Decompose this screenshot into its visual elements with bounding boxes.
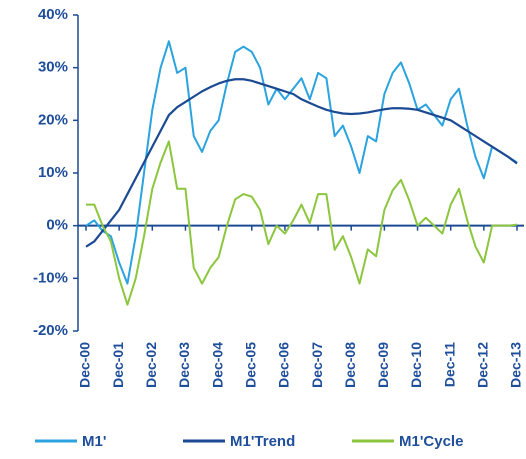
y-tick-label: 20% (38, 111, 68, 128)
x-tick-label: Dec-03 (176, 342, 192, 388)
x-tick-label: Dec-09 (375, 342, 391, 388)
x-tick-label: Dec-00 (77, 342, 93, 388)
y-tick-label: 30% (38, 59, 68, 76)
y-tick-label: 40% (38, 6, 68, 23)
legend-label: M1'Trend (230, 433, 295, 450)
legend-label: M1' (82, 433, 106, 450)
x-tick-label: Dec-13 (508, 342, 524, 388)
y-tick-label: -20% (33, 322, 68, 339)
x-tick-label: Dec-07 (309, 342, 325, 388)
x-tick-label: Dec-08 (342, 342, 358, 388)
x-tick-label: Dec-12 (475, 342, 491, 388)
y-tick-label: 0% (46, 217, 68, 234)
x-tick-label: Dec-05 (242, 342, 258, 388)
x-tick-label: Dec-01 (110, 342, 126, 388)
series-line (85, 40, 518, 285)
series-line (86, 140, 518, 306)
series-line (85, 78, 518, 248)
x-tick-label: Dec-06 (276, 342, 292, 388)
x-tick-label: Dec-11 (441, 342, 457, 387)
x-tick-label: Dec-04 (209, 342, 225, 388)
y-tick-label: -10% (33, 269, 68, 286)
x-tick-label: Dec-02 (143, 342, 159, 388)
y-tick-label: 10% (38, 164, 68, 181)
legend-label: M1'Cycle (399, 433, 463, 450)
x-tick-label: Dec-10 (408, 342, 424, 388)
